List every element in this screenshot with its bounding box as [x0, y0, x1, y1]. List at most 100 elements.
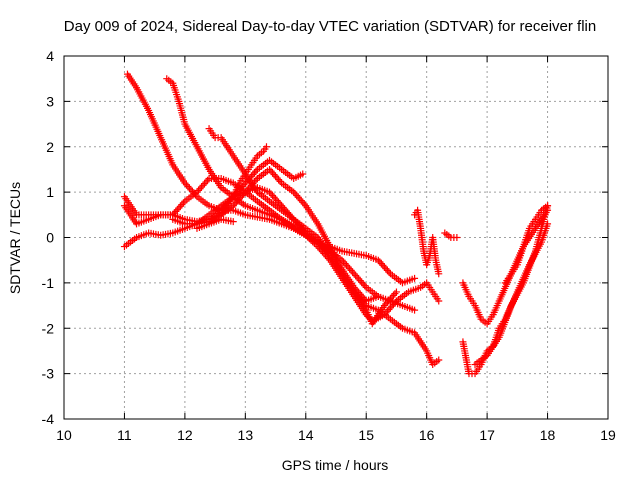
data-point [181, 179, 189, 187]
data-point-interp [291, 190, 299, 198]
data-point-interp [231, 200, 239, 208]
data-point-interp [361, 282, 369, 290]
data-point-interp [194, 186, 202, 194]
data-point-interp [185, 184, 193, 192]
data-point-interp [352, 285, 360, 293]
x-tick-label: 15 [358, 427, 374, 443]
data-point-interp [234, 197, 242, 205]
data-point-interp [204, 176, 212, 184]
data-point-interp [358, 278, 366, 286]
data-point-interp [273, 174, 281, 182]
data-point-interp [287, 212, 295, 220]
data-point-interp [356, 290, 364, 298]
data-point-interp [340, 258, 348, 266]
data-point-interp [281, 205, 289, 213]
data-point-interp [238, 192, 246, 200]
y-tick-label: 2 [46, 139, 54, 155]
data-point-interp [252, 167, 260, 175]
chart-title: Day 009 of 2024, Sidereal Day-to-day VTE… [63, 18, 597, 35]
data-point [453, 234, 461, 241]
data-point [241, 188, 249, 196]
data-point-interp [355, 289, 363, 297]
data-point-interp [297, 197, 305, 205]
data-series-track-j [411, 206, 443, 278]
data-point-interp [296, 195, 304, 203]
data-series-track-k [441, 229, 461, 241]
data-point-interp [288, 214, 296, 222]
data-point-interp [267, 190, 275, 198]
data-point-interp [173, 206, 181, 214]
data-point-interp [244, 185, 252, 193]
data-series-track-n [471, 202, 552, 369]
data-point [241, 179, 249, 187]
data-point [435, 270, 443, 278]
data-point-interp [343, 261, 351, 269]
data-point-interp [279, 203, 287, 211]
data-point-interp [356, 277, 364, 285]
data-point [266, 188, 274, 196]
data-point [544, 202, 552, 210]
data-point-interp [386, 304, 394, 312]
y-axis-label: SDTVAR / TECUs [7, 182, 23, 294]
y-tick-label: -1 [42, 275, 55, 291]
data-point-interp [341, 260, 349, 268]
x-axis-label: GPS time / hours [282, 457, 389, 473]
data-point-interp [247, 172, 255, 180]
data-point-interp [270, 193, 278, 201]
data-point [262, 143, 270, 151]
y-tick-label: 1 [46, 184, 54, 200]
data-point-interp [250, 169, 258, 177]
data-point-interp [346, 265, 354, 273]
y-tick-label: -2 [42, 320, 55, 336]
data-point [435, 297, 443, 305]
data-point [392, 288, 400, 296]
data-point-interp [391, 290, 399, 298]
data-point-interp [243, 177, 251, 185]
data-point [374, 256, 382, 264]
data-point-interp [382, 265, 390, 273]
data-point-interp [293, 192, 301, 200]
data-point-interp [376, 258, 384, 266]
data-point-interp [269, 169, 277, 177]
data-series-track-i [193, 215, 237, 232]
data-point-interp [275, 198, 283, 206]
data-point-interp [199, 181, 207, 189]
x-tick-label: 19 [600, 427, 616, 443]
data-series-track-h [211, 143, 270, 223]
data-point [374, 292, 382, 300]
data-point-interp [196, 185, 204, 193]
data-point-interp [240, 190, 248, 198]
data-point-interp [179, 199, 187, 207]
data-point-interp [184, 182, 192, 190]
data-point [229, 218, 237, 226]
x-tick-label: 13 [238, 427, 254, 443]
data-series-track-l [459, 206, 552, 328]
x-tick-label: 16 [419, 427, 435, 443]
data-point-interp [201, 180, 209, 188]
y-tick-label: 4 [46, 48, 54, 64]
data-point-interp [377, 260, 385, 268]
data-point [411, 274, 419, 282]
data-point-interp [293, 219, 301, 227]
data-point-interp [276, 200, 284, 208]
data-point-interp [355, 275, 363, 283]
data-point-interp [267, 167, 275, 175]
data-point-interp [349, 268, 357, 276]
x-tick-label: 11 [117, 427, 132, 443]
data-point-interp [272, 172, 280, 180]
data-point-interp [359, 280, 367, 288]
data-point-interp [187, 186, 195, 194]
data-point-interp [270, 171, 278, 179]
x-tick-label: 12 [177, 427, 193, 443]
data-point-interp [347, 266, 355, 274]
data-series-track-o [501, 202, 552, 287]
data-point-interp [285, 210, 293, 218]
data-point-interp [243, 186, 251, 194]
data-point-interp [388, 293, 396, 301]
data-point-interp [237, 193, 245, 201]
data-point [299, 170, 307, 178]
data-point-interp [352, 272, 360, 280]
data-point-interp [389, 291, 397, 299]
data-point-interp [246, 183, 254, 191]
